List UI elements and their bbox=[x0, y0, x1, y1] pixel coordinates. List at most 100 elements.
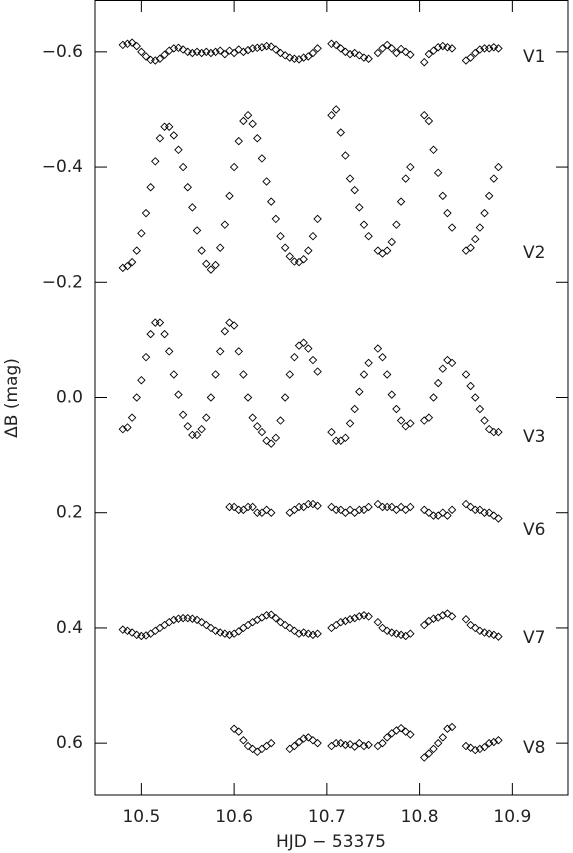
data-point bbox=[424, 508, 434, 517]
data-point bbox=[151, 626, 160, 636]
data-point bbox=[169, 615, 179, 625]
data-point bbox=[285, 252, 295, 261]
data-point bbox=[183, 182, 192, 192]
series-label: V8 bbox=[523, 738, 545, 758]
data-point bbox=[484, 629, 494, 638]
data-point bbox=[471, 393, 480, 402]
data-point bbox=[420, 753, 429, 762]
data-point bbox=[355, 612, 364, 621]
data-point bbox=[406, 502, 415, 512]
data-point bbox=[475, 404, 485, 414]
data-point bbox=[174, 614, 183, 623]
data-point bbox=[169, 44, 179, 53]
data-point bbox=[304, 733, 313, 742]
data-point bbox=[433, 168, 443, 178]
data-point bbox=[127, 413, 137, 422]
data-point bbox=[253, 747, 262, 757]
data-point bbox=[290, 505, 299, 515]
data-point bbox=[188, 48, 197, 58]
data-point bbox=[266, 439, 276, 448]
data-point bbox=[234, 45, 243, 54]
data-point bbox=[266, 508, 276, 517]
data-point bbox=[243, 45, 253, 55]
data-point bbox=[392, 48, 401, 58]
data-point bbox=[438, 508, 448, 517]
data-point bbox=[336, 505, 346, 515]
data-point bbox=[466, 502, 475, 512]
data-point bbox=[285, 508, 295, 517]
data-point bbox=[151, 157, 160, 166]
data-point bbox=[118, 40, 128, 50]
data-point bbox=[401, 47, 410, 57]
data-point bbox=[294, 629, 304, 638]
data-point bbox=[290, 626, 299, 636]
data-point bbox=[466, 743, 475, 752]
data-point bbox=[294, 341, 304, 350]
data-point bbox=[253, 508, 262, 517]
data-point bbox=[392, 220, 401, 229]
data-point bbox=[401, 174, 410, 183]
data-point bbox=[188, 430, 197, 440]
y-tick-label: −0.6 bbox=[42, 42, 83, 62]
data-point bbox=[424, 49, 434, 59]
data-point bbox=[461, 741, 471, 751]
data-point bbox=[308, 231, 318, 241]
data-point bbox=[341, 616, 350, 626]
data-point bbox=[378, 502, 387, 512]
data-point bbox=[234, 136, 243, 146]
data-point bbox=[118, 424, 128, 434]
x-tick-label: 10.5 bbox=[122, 807, 160, 827]
data-point bbox=[308, 736, 318, 745]
data-point bbox=[494, 162, 503, 172]
data-point bbox=[336, 44, 346, 53]
series-label: V6 bbox=[523, 520, 545, 540]
data-point bbox=[285, 744, 295, 754]
data-point bbox=[350, 742, 359, 751]
data-point bbox=[206, 48, 216, 58]
data-point bbox=[396, 630, 406, 640]
data-point bbox=[387, 628, 397, 637]
data-point bbox=[396, 502, 406, 512]
data-point bbox=[211, 260, 220, 270]
data-point bbox=[336, 738, 346, 748]
data-point bbox=[489, 427, 499, 437]
data-point bbox=[359, 611, 369, 620]
data-point bbox=[336, 128, 346, 137]
data-point bbox=[489, 630, 499, 640]
data-point bbox=[243, 620, 253, 630]
y-tick-label: 0.4 bbox=[56, 618, 83, 638]
data-point bbox=[378, 623, 387, 633]
data-point bbox=[215, 46, 225, 55]
data-point bbox=[132, 630, 141, 640]
data-point bbox=[276, 48, 285, 58]
data-point bbox=[331, 105, 341, 114]
data-point bbox=[155, 134, 165, 143]
data-point bbox=[429, 145, 438, 155]
data-point bbox=[174, 43, 183, 53]
data-point bbox=[234, 627, 243, 636]
data-point bbox=[192, 226, 202, 235]
data-point bbox=[262, 611, 271, 620]
data-point bbox=[392, 629, 401, 638]
data-point bbox=[299, 734, 308, 743]
data-point bbox=[294, 502, 304, 512]
data-point bbox=[331, 620, 341, 630]
data-point bbox=[276, 617, 285, 627]
data-point bbox=[350, 48, 359, 58]
data-point bbox=[364, 358, 373, 368]
data-point bbox=[364, 740, 373, 750]
data-point bbox=[234, 505, 243, 515]
data-point bbox=[271, 433, 281, 443]
data-point bbox=[202, 413, 211, 422]
data-point bbox=[220, 49, 230, 59]
data-point bbox=[257, 427, 267, 437]
data-point bbox=[461, 56, 471, 65]
data-point bbox=[141, 52, 151, 61]
data-point bbox=[447, 505, 457, 515]
data-point bbox=[215, 628, 225, 637]
data-point bbox=[178, 410, 188, 420]
data-point bbox=[494, 427, 503, 437]
data-point bbox=[480, 416, 489, 425]
data-point bbox=[266, 42, 276, 51]
data-point bbox=[461, 370, 471, 379]
